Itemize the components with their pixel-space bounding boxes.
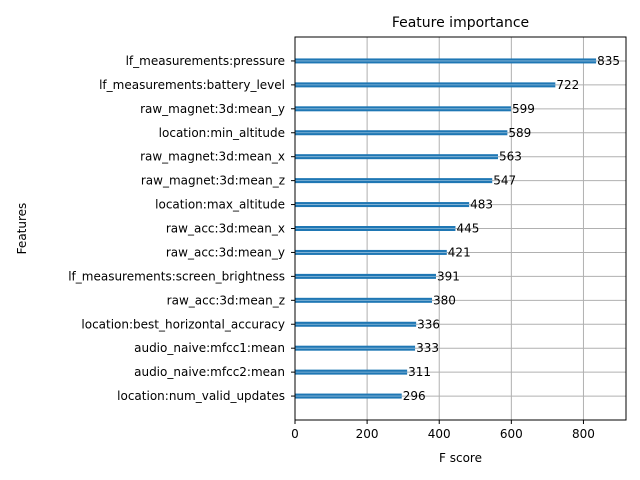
bar-value-label: 563: [499, 150, 522, 164]
y-tick-label: lf_measurements:battery_level: [99, 78, 285, 92]
y-tick-label: lf_measurements:pressure: [126, 54, 285, 68]
y-tick-label: raw_magnet:3d:mean_y: [140, 102, 285, 116]
chart-title: Feature importance: [392, 15, 529, 31]
bar-value-label: 421: [448, 245, 471, 259]
bar-value-label: 483: [470, 198, 493, 212]
bar-value-label: 589: [508, 126, 531, 140]
x-tick-label: 600: [500, 427, 523, 441]
bar-value-label: 336: [417, 317, 440, 331]
y-tick-label: location:max_altitude: [155, 198, 285, 212]
y-tick-label: raw_acc:3d:mean_x: [166, 222, 285, 236]
bar-value-label: 835: [597, 54, 620, 68]
bar-value-label: 391: [437, 269, 460, 283]
y-tick-label: location:best_horizontal_accuracy: [81, 317, 285, 331]
x-tick-label: 0: [291, 427, 299, 441]
y-tick-label: raw_acc:3d:mean_y: [166, 245, 285, 259]
bar-value-label: 445: [456, 222, 479, 236]
y-tick-label: raw_magnet:3d:mean_z: [141, 174, 285, 188]
bar-value-label: 311: [408, 365, 431, 379]
y-tick-label: location:num_valid_updates: [117, 389, 285, 403]
y-tick-label: raw_acc:3d:mean_z: [167, 293, 285, 307]
y-tick-label: lf_measurements:screen_brightness: [68, 269, 285, 283]
x-tick-label: 400: [428, 427, 451, 441]
bar-value-label: 547: [493, 174, 516, 188]
bar-value-label: 380: [433, 293, 456, 307]
y-tick-label: audio_naive:mfcc2:mean: [134, 365, 285, 379]
ticks: 0 200 400 600 800 lf_measurements:pressure 835…: [68, 54, 620, 441]
y-axis-label: Features: [15, 203, 29, 255]
bar-value-label: 296: [403, 389, 426, 403]
y-tick-label: location:min_altitude: [159, 126, 285, 140]
y-tick-label: audio_naive:mfcc1:mean: [134, 341, 285, 355]
bar-value-label: 722: [556, 78, 579, 92]
x-axis-label: F score: [439, 451, 482, 465]
bars: [295, 58, 597, 399]
x-tick-label: 800: [572, 427, 595, 441]
y-tick-label: raw_magnet:3d:mean_x: [140, 150, 285, 164]
bar-value-label: 599: [512, 102, 535, 116]
bar-value-label: 333: [416, 341, 439, 355]
x-tick-label: 200: [356, 427, 379, 441]
